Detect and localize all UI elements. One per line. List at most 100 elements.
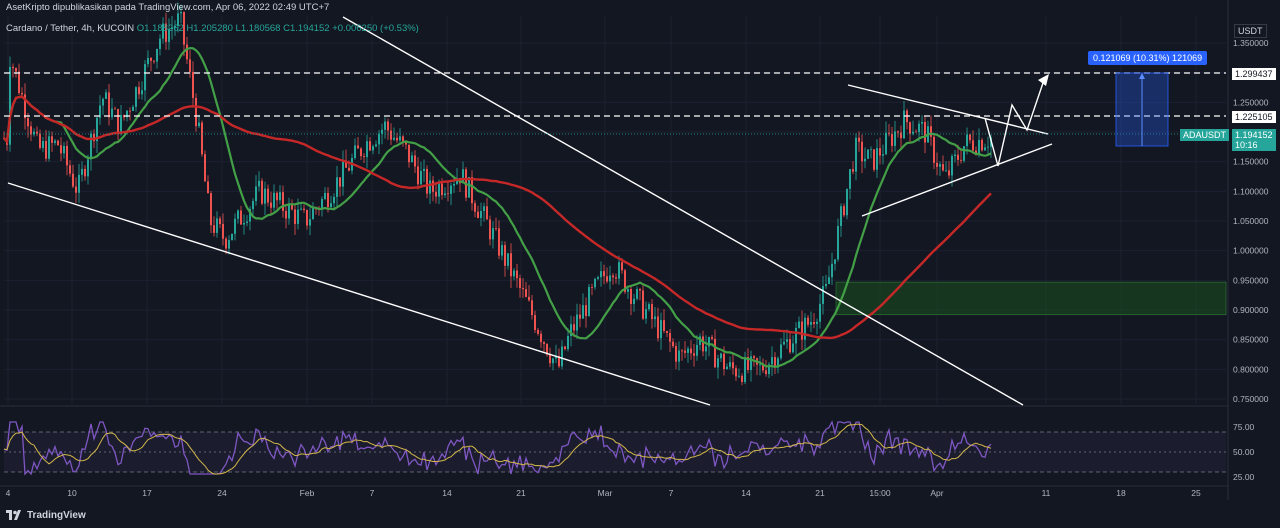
candle-body xyxy=(642,290,644,319)
candle-body xyxy=(66,145,68,166)
candle-body xyxy=(798,321,800,329)
candle-body xyxy=(678,350,680,362)
candle-body xyxy=(246,221,248,223)
projection-arrowhead xyxy=(1038,74,1049,86)
candle-body xyxy=(489,219,491,240)
candle-body xyxy=(735,368,737,377)
candle-body xyxy=(672,341,674,347)
candle-body xyxy=(882,154,884,156)
candle-body xyxy=(462,169,464,184)
candle-body xyxy=(504,245,506,266)
candle-body xyxy=(921,121,923,124)
candle-body xyxy=(912,131,914,134)
candle-body xyxy=(195,97,197,127)
candle-body xyxy=(24,94,26,119)
candle-body xyxy=(909,122,911,134)
candle-body xyxy=(522,288,524,290)
candle-body xyxy=(15,68,17,72)
candle-body xyxy=(297,209,299,224)
candle-body xyxy=(21,92,23,95)
candle-body xyxy=(573,324,575,331)
candle-body xyxy=(75,186,77,193)
candle-body xyxy=(552,358,554,364)
candle-body xyxy=(717,358,719,368)
time-tick-label: 11 xyxy=(1042,488,1051,498)
price-tick-label: 0.750000 xyxy=(1233,394,1269,404)
candle-body xyxy=(762,364,764,371)
candle-body xyxy=(189,59,191,72)
candle-body xyxy=(837,226,839,260)
candle-body xyxy=(681,350,683,352)
candle-body xyxy=(507,253,509,266)
candle-body xyxy=(528,296,530,301)
candle-body xyxy=(669,332,671,342)
candle-body xyxy=(594,278,596,288)
candle-body xyxy=(732,362,734,369)
candle-body xyxy=(450,185,452,194)
candle-body xyxy=(171,27,173,30)
candle-body xyxy=(660,320,662,339)
candle-body xyxy=(960,159,962,161)
candle-body xyxy=(834,259,836,264)
moving-averages xyxy=(3,46,992,369)
price-tick-label: 1.100000 xyxy=(1233,186,1269,196)
candle-body xyxy=(141,90,143,95)
candle-body xyxy=(591,286,593,288)
candle-body xyxy=(42,141,44,148)
candle-body xyxy=(936,162,938,167)
publish-caption: AsetKripto dipublikasikan pada TradingVi… xyxy=(6,2,330,13)
candle-body xyxy=(795,328,797,344)
candle-body xyxy=(939,164,941,167)
candle-body xyxy=(774,357,776,368)
candle-body xyxy=(534,315,536,330)
candle-body xyxy=(711,337,713,339)
candle-body xyxy=(147,57,149,65)
candle-body xyxy=(483,206,485,211)
candle-body xyxy=(729,362,731,367)
candle-body xyxy=(363,156,365,158)
currency-label[interactable]: USDT xyxy=(1234,24,1267,38)
candle-body xyxy=(354,145,356,159)
candle-body xyxy=(708,337,710,347)
candle-body xyxy=(603,271,605,277)
time-tick-label: 21 xyxy=(815,488,825,498)
tradingview-brand: TradingView xyxy=(6,509,86,521)
candle-body xyxy=(186,44,188,60)
candle-body xyxy=(51,136,53,143)
candle-body xyxy=(129,110,131,112)
trendlines xyxy=(4,16,1226,406)
candle-body xyxy=(303,208,305,210)
candlestick-series xyxy=(3,2,992,386)
candle-body xyxy=(540,333,542,343)
triangle-upper-line xyxy=(847,84,1049,135)
candle-body xyxy=(480,210,482,218)
candle-body xyxy=(207,181,209,194)
candle-body xyxy=(645,309,647,319)
candle-body xyxy=(747,357,749,370)
candle-body xyxy=(864,158,866,162)
candle-body xyxy=(309,219,311,226)
price-tick-label: 0.900000 xyxy=(1233,305,1269,315)
candle-body xyxy=(618,262,620,279)
candle-body xyxy=(276,192,278,201)
candle-body xyxy=(180,12,182,14)
candle-body xyxy=(333,196,335,204)
candle-body xyxy=(858,137,860,142)
candle-body xyxy=(567,336,569,350)
ohlc-values: O1.188262 H1.205280 L1.180568 C1.194152 … xyxy=(136,23,419,34)
symbol-legend[interactable]: Cardano / Tether, 4h, KUCOIN O1.188262 H… xyxy=(6,23,419,34)
triangle-lower-line xyxy=(861,143,1053,217)
candle-body xyxy=(39,133,41,148)
candle-body xyxy=(177,13,179,26)
candle-body xyxy=(435,191,437,197)
candle-body xyxy=(471,177,473,204)
candle-body xyxy=(651,304,653,320)
candle-body xyxy=(219,218,221,225)
candle-body xyxy=(153,60,155,62)
candle-body xyxy=(894,131,896,146)
candle-body xyxy=(513,270,515,277)
candle-body xyxy=(63,145,65,154)
candle-body xyxy=(804,317,806,340)
candle-body xyxy=(294,209,296,224)
